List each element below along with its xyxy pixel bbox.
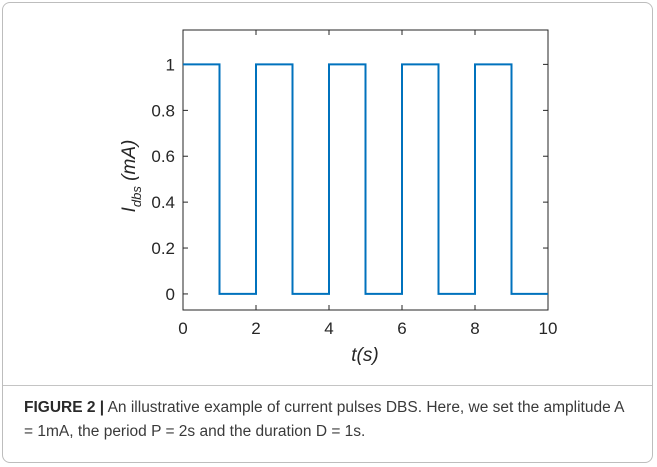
y-tick-label: 0 (166, 285, 175, 304)
y-axis-title-sub: dbs (129, 186, 144, 207)
y-axis-ticks: 0 0.2 0.4 0.6 0.8 1 (151, 55, 548, 304)
x-axis-title: t(s) (351, 345, 378, 366)
y-axis-title-unit: (mA) (119, 140, 140, 186)
x-tick-label: 0 (178, 319, 187, 338)
pulse-chart: 0 2 4 6 8 10 0 0.2 0.4 0.6 0.8 1 t(s) Idbs (mA) (119, 29, 557, 366)
y-tick-label: 0.6 (151, 147, 175, 166)
x-axis-ticks: 0 2 4 6 8 10 (178, 30, 557, 338)
x-tick-label: 2 (251, 319, 260, 338)
series-line (183, 63, 548, 295)
caption-text: An illustrative example of current pulse… (24, 399, 624, 440)
caption-label: FIGURE 2 | (24, 399, 105, 416)
figure-frame: 0 2 4 6 8 10 0 0.2 0.4 0.6 0.8 1 t(s) Idbs (mA) FI… (2, 2, 653, 463)
y-tick-label: 0.2 (151, 239, 175, 258)
x-tick-label: 4 (324, 319, 333, 338)
x-tick-label: 8 (470, 319, 479, 338)
y-tick-label: 0.8 (151, 101, 175, 120)
y-tick-label: 1 (166, 55, 175, 74)
y-axis-title-main: I (119, 206, 140, 212)
x-tick-label: 6 (397, 319, 406, 338)
y-tick-label: 0.4 (151, 193, 175, 212)
caption-divider (3, 385, 652, 386)
x-tick-label: 10 (539, 319, 558, 338)
figure-caption: FIGURE 2 | An illustrative example of cu… (24, 396, 634, 444)
series-group (183, 63, 548, 295)
y-axis-title: Idbs (mA) (119, 140, 144, 213)
